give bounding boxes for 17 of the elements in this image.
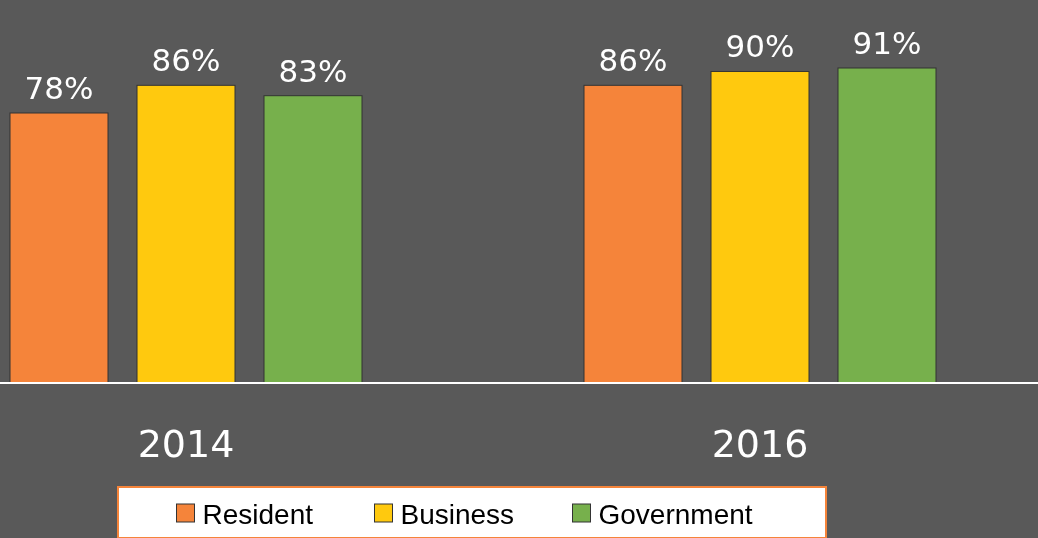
x-tick-label: 2014	[137, 422, 235, 466]
data-label: 86%	[598, 42, 668, 79]
bar	[263, 95, 363, 384]
legend-label: Government	[598, 499, 753, 530]
bar	[136, 84, 236, 384]
data-label: 78%	[24, 70, 94, 106]
x-tick-label: 2016	[711, 422, 809, 466]
bar	[583, 84, 683, 384]
legend-label: Resident	[202, 499, 314, 530]
bar	[9, 112, 109, 384]
data-label: 90%	[725, 28, 795, 65]
data-label: 83%	[278, 52, 348, 89]
legend-label: Business	[400, 499, 515, 530]
data-label: 91%	[852, 25, 922, 61]
bar	[710, 70, 810, 384]
bar	[837, 67, 937, 384]
data-label: 86%	[151, 42, 221, 79]
